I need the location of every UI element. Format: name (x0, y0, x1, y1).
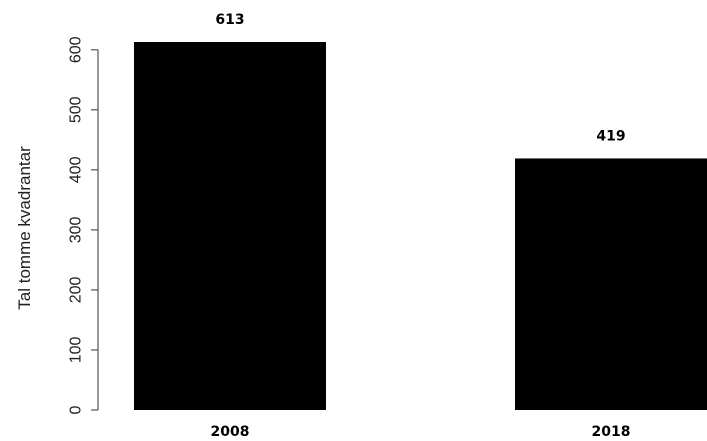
y-tick-label: 100 (68, 337, 85, 364)
y-axis-title: Tal tomme kvadrantar (15, 146, 34, 310)
y-tick-label: 0 (68, 405, 85, 414)
x-category-label: 2018 (592, 424, 631, 440)
y-tick-label: 400 (68, 156, 85, 183)
y-tick-label: 300 (68, 216, 85, 243)
y-tick-label: 200 (68, 276, 85, 303)
bar (515, 158, 707, 410)
x-category-label: 2008 (211, 424, 250, 440)
bar-value-label: 419 (596, 128, 625, 144)
bar-value-label: 613 (215, 12, 244, 28)
y-tick-label: 600 (68, 36, 85, 63)
y-tick-label: 500 (68, 96, 85, 123)
bar (134, 42, 326, 410)
